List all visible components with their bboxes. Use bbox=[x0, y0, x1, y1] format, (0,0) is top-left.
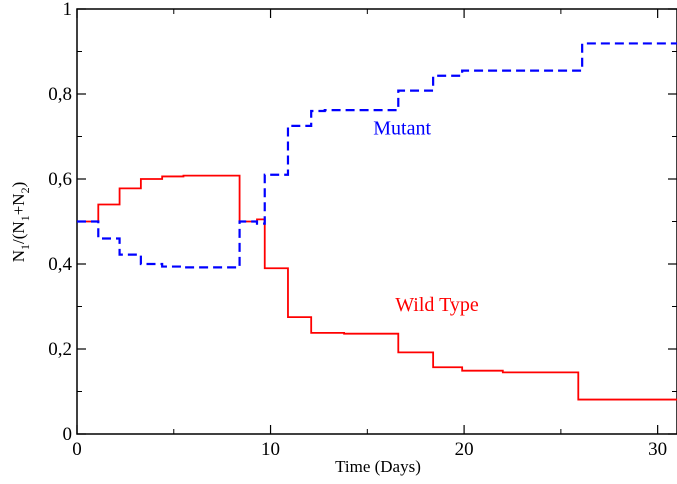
x-tick-label: 20 bbox=[455, 439, 474, 460]
chart-series bbox=[77, 42, 677, 401]
annotation-mutant: Mutant bbox=[373, 117, 431, 139]
svg-text:N1/(N1+N2): N1/(N1+N2) bbox=[9, 182, 32, 263]
axis-ticks: 0 10 20 30 0 0,2 0,4 0,6 0,8 1 bbox=[48, 0, 677, 460]
y-axis-title-part: /(N bbox=[9, 221, 28, 244]
chart-annotations: Mutant Wild Type bbox=[373, 117, 479, 315]
y-axis-title-subscript: 1 bbox=[18, 215, 32, 221]
plot-frame bbox=[76, 8, 677, 435]
y-axis-title-part: N bbox=[9, 250, 28, 262]
x-tick-label: 30 bbox=[648, 439, 667, 460]
y-tick-label: 0,8 bbox=[48, 84, 72, 105]
y-tick-label: 0,6 bbox=[48, 169, 72, 190]
series-line-mutant bbox=[77, 42, 677, 269]
x-tick-label: 10 bbox=[261, 439, 280, 460]
y-axis-title-subscript: 1 bbox=[18, 244, 32, 250]
y-axis-title-part: +N bbox=[9, 193, 28, 215]
y-tick-label: 1 bbox=[63, 0, 73, 20]
y-tick-label: 0,2 bbox=[48, 339, 72, 360]
y-tick-label: 0,4 bbox=[48, 254, 72, 275]
x-tick-label: 0 bbox=[72, 439, 82, 460]
y-axis-title-part: ) bbox=[9, 182, 28, 188]
series-line-wild-type bbox=[77, 174, 677, 401]
y-axis-title-subscript: 2 bbox=[18, 187, 32, 193]
annotation-wild: Wild Type bbox=[395, 294, 479, 316]
y-axis-title: N1/(N1+N2) bbox=[9, 182, 32, 263]
y-tick-label: 0 bbox=[63, 424, 73, 445]
x-axis-title: Time (Days) bbox=[335, 457, 421, 476]
